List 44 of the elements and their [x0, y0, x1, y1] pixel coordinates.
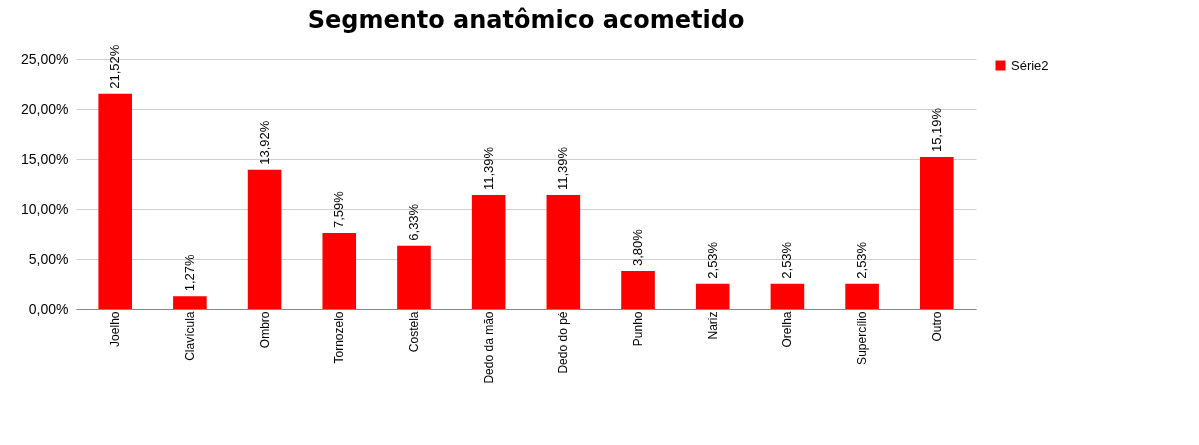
bar — [919, 157, 954, 309]
x-tick-label: Nariz — [705, 311, 720, 340]
y-tick-label: 25,00% — [21, 50, 69, 67]
data-label: 11,39% — [555, 146, 571, 191]
x-tick-label: Clavícula — [182, 311, 197, 361]
bar — [471, 195, 506, 309]
data-label: 13,92% — [256, 120, 272, 165]
x-tick-label: Joelho — [108, 311, 123, 347]
bar — [397, 245, 431, 309]
bar — [621, 271, 655, 309]
bar — [770, 283, 805, 309]
x-tick-label: Costela — [406, 311, 421, 353]
data-label: 3,80% — [630, 228, 646, 266]
x-tick-label: Orelha — [780, 311, 795, 348]
bar — [845, 283, 879, 309]
data-label: 1,27% — [181, 254, 197, 292]
legend-label: Série2 — [1011, 57, 1049, 73]
y-tick-label: 15,00% — [21, 150, 69, 167]
bar — [173, 296, 207, 309]
data-label: 6,33% — [405, 203, 421, 241]
bar — [695, 283, 730, 309]
data-label: 7,59% — [331, 190, 347, 229]
data-label: 15,19% — [928, 107, 944, 153]
bar — [98, 93, 133, 309]
data-label: 2,53% — [779, 241, 795, 279]
x-tick-label: Punho — [631, 311, 646, 347]
data-label: 2,53% — [704, 241, 720, 279]
data-label: 2,53% — [854, 241, 870, 279]
data-label: 21,52% — [107, 44, 123, 89]
y-tick-label: 20,00% — [21, 100, 69, 117]
x-tick-label: Ombro — [257, 311, 272, 349]
x-tick-label: Dedo do pé — [556, 311, 571, 374]
chart-title: Segmento anatômico acometido — [307, 5, 745, 34]
x-tick-label: Tornozelo — [332, 311, 347, 364]
data-label: 11,39% — [480, 146, 496, 191]
y-tick-label: 10,00% — [21, 200, 69, 217]
y-tick-label: 0,00% — [28, 300, 69, 317]
bar — [546, 195, 581, 309]
bar — [322, 233, 357, 309]
bar — [247, 169, 282, 309]
y-tick-label: 5,00% — [28, 250, 69, 267]
x-tick-label: Outro — [929, 311, 944, 342]
x-tick-label: Supercílio — [855, 311, 870, 365]
x-tick-label: Dedo da mão — [481, 311, 496, 384]
